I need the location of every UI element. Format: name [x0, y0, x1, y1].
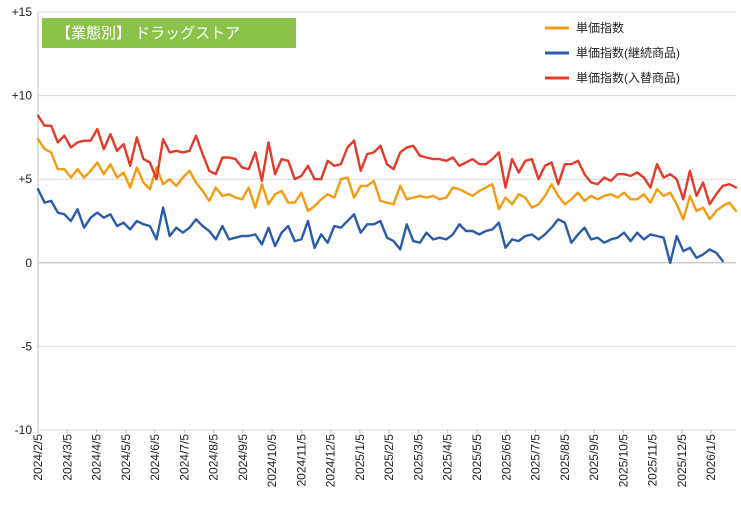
y-tick-label: +5: [18, 172, 32, 186]
x-tick-label: 2024/11/5: [294, 434, 308, 487]
y-tick-label: -5: [21, 339, 32, 353]
x-tick-label: 2025/2/5: [382, 434, 396, 481]
chart-badge: 【業態別】 ドラッグストア: [42, 18, 296, 48]
x-tick-label: 2025/8/5: [558, 434, 572, 481]
x-tick-label: 2024/4/5: [90, 434, 104, 481]
series-lines: [36, 114, 738, 264]
legend-label: 単価指数(継続商品): [576, 45, 680, 60]
x-tick-label: 2025/5/5: [470, 434, 484, 481]
axes: [37, 12, 736, 433]
x-tick-label: 2024/3/5: [60, 434, 74, 481]
badge-label: 【業態別】 ドラッグストア: [56, 25, 240, 42]
x-tick-label: 2024/8/5: [207, 434, 221, 481]
legend-label: 単価指数: [576, 20, 624, 35]
x-tick-label: 2024/5/5: [119, 434, 133, 481]
series-line-2: [36, 187, 724, 264]
y-tick-label: -10: [15, 423, 33, 437]
x-tick-label: 2026/1/5: [704, 434, 718, 481]
x-tick-label: 2024/6/5: [148, 434, 162, 481]
x-tick-label: 2025/9/5: [587, 434, 601, 481]
x-tick-label: 2024/12/5: [324, 434, 338, 488]
x-tick-label: 2025/6/5: [499, 434, 513, 481]
x-tick-label: 2025/10/5: [616, 434, 630, 488]
x-tick-label: 2024/9/5: [236, 434, 250, 481]
x-tick-label: 2024/7/5: [177, 434, 191, 481]
x-tick-label: 2025/3/5: [411, 434, 425, 481]
y-tick-label: +15: [12, 5, 33, 19]
legend-label: 単価指数(入替商品): [576, 70, 680, 85]
x-tick-label: 2025/11/5: [646, 434, 660, 487]
y-tick-label: +10: [12, 89, 33, 103]
x-tick-label: 2024/10/5: [265, 434, 279, 488]
series-line-3: [36, 114, 738, 206]
x-tick-label: 2025/12/5: [675, 434, 689, 488]
x-tick-label: 2024/2/5: [31, 434, 45, 481]
x-tick-label: 2025/1/5: [353, 434, 367, 481]
y-tick-label: 0: [25, 256, 32, 270]
x-tick-label: 2025/7/5: [529, 434, 543, 481]
badge-background: [42, 18, 296, 48]
x-tick-label: 2025/4/5: [441, 434, 455, 481]
